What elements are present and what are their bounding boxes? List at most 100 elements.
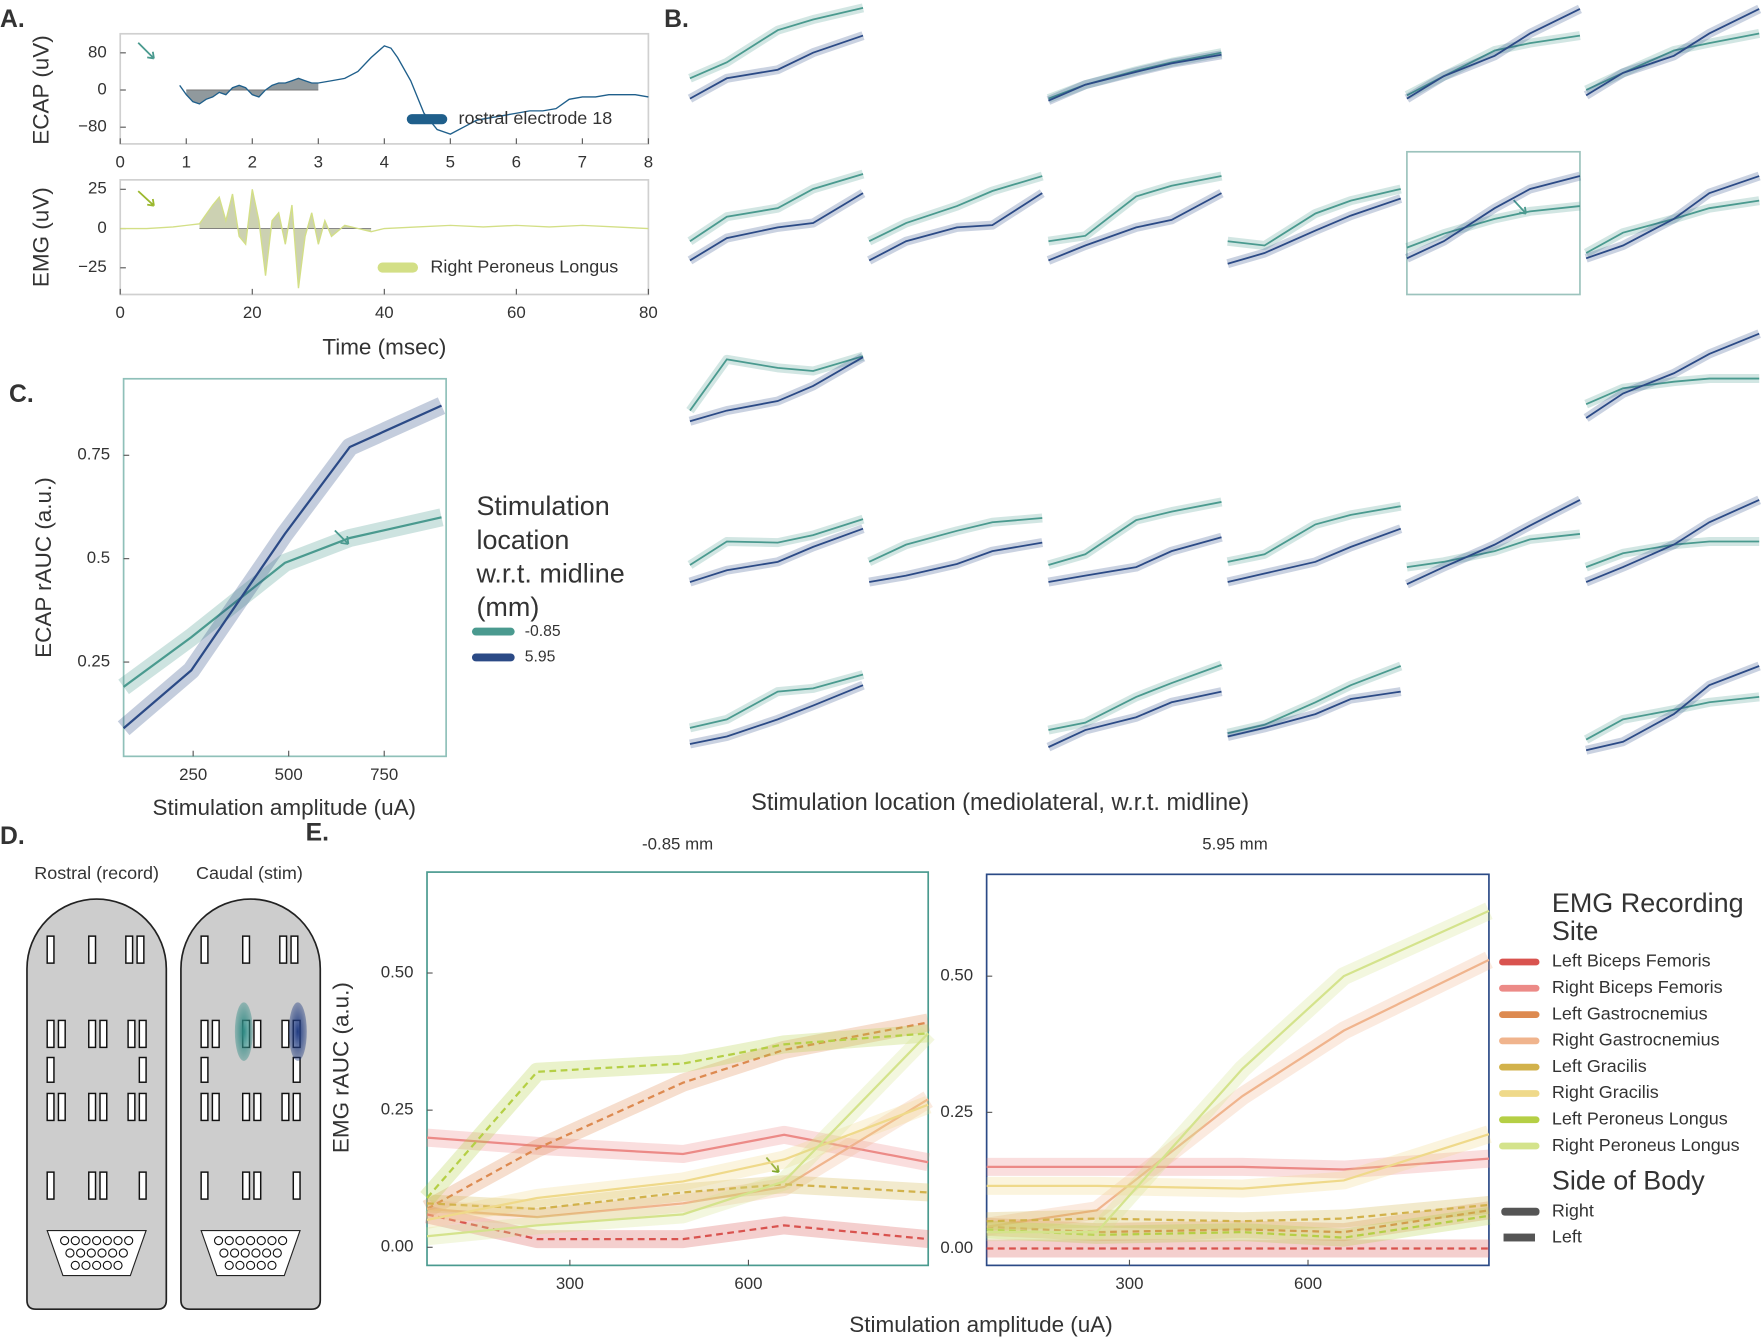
series-line [1585, 696, 1760, 741]
contact [92, 1236, 102, 1246]
arrow [334, 529, 350, 545]
series-line [1227, 188, 1401, 247]
electrode [88, 935, 97, 964]
y-tick-label: 0.50 [381, 962, 414, 981]
legend-swatch [1499, 1116, 1540, 1124]
arrow [765, 1156, 780, 1174]
electrode [211, 1019, 220, 1049]
series-line [120, 189, 649, 289]
electrode [279, 935, 288, 964]
legend-swatch [1501, 1207, 1540, 1216]
legend-title: w.r.t. midline [475, 559, 624, 589]
electrode [127, 1019, 136, 1049]
contact [108, 1248, 118, 1258]
series-line [689, 192, 864, 262]
electrode [127, 1092, 136, 1122]
y-tick-label: 0.5 [87, 548, 110, 567]
x-axis-label: Time (msec) [322, 334, 446, 359]
electrode [88, 1171, 97, 1200]
legend-label: rostral electrode 18 [458, 108, 612, 128]
electrode [46, 935, 55, 964]
chart-panel: 250 500 750 0.25 0.5 0.75 ECAP rAUC (a.u.) Stim… [31, 377, 625, 820]
series-line [426, 1032, 929, 1199]
arrow [137, 42, 155, 60]
electrode [200, 1171, 209, 1200]
x-tick-label: 40 [375, 303, 394, 322]
x-tick-label: 300 [1115, 1274, 1143, 1293]
electrode [241, 1171, 251, 1200]
series-line [426, 1133, 929, 1164]
y-axis-label: EMG (uV) [29, 187, 54, 287]
x-tick-label: 600 [1294, 1274, 1322, 1293]
series-line [1585, 8, 1760, 97]
series-line [689, 518, 864, 566]
series-line [426, 1103, 929, 1221]
contact [118, 1248, 128, 1258]
series-line [869, 541, 1043, 583]
paddle [26, 898, 168, 1311]
contact [256, 1260, 266, 1270]
x-tick-label: 5 [446, 152, 455, 171]
x-tick-label: 3 [314, 152, 323, 171]
chart-panel: 0 1 2 3 4 5 6 7 8 −80 0 80 ECAP (uV) rostral electrod… [29, 32, 653, 171]
x-tick-label: 600 [734, 1274, 762, 1293]
electrode [57, 1019, 66, 1049]
x-tick-label: 1 [182, 152, 191, 171]
contact [278, 1236, 288, 1246]
series-line [1048, 690, 1222, 748]
x-tick-label: 4 [380, 152, 389, 171]
legend-swatch [1499, 1142, 1540, 1150]
panel-label: A. [0, 6, 25, 33]
series-line [179, 45, 649, 135]
legend-title: (mm) [476, 592, 539, 622]
legend-label: Right Gracilis [1552, 1082, 1659, 1102]
contact [86, 1248, 96, 1258]
legend-title: EMG Recording [1552, 888, 1744, 918]
contact [97, 1248, 107, 1258]
x-tick-label: 0 [116, 303, 125, 322]
series-line [689, 34, 864, 100]
electrode [99, 1019, 108, 1049]
contact [76, 1248, 86, 1258]
y-tick-label: 80 [88, 42, 107, 61]
plot-frame [985, 873, 1490, 1267]
series-line [689, 527, 864, 583]
series-line [1048, 536, 1222, 583]
electrode [99, 1092, 108, 1122]
legend-label: Left [1552, 1226, 1582, 1246]
electrode [290, 935, 299, 964]
series-line [986, 1209, 1490, 1234]
electrode [138, 1092, 147, 1122]
legend-label: Right Gastrocnemius [1552, 1030, 1720, 1050]
y-axis-label: ECAP (uV) [29, 35, 54, 144]
contact [267, 1260, 277, 1270]
panel-label: D. [0, 823, 25, 850]
series-line [426, 1098, 929, 1219]
y-tick-label: 0.00 [940, 1238, 973, 1257]
series-line [1585, 32, 1760, 91]
legend-label: 5.95 [525, 649, 556, 666]
electrode [241, 1092, 251, 1122]
legend-swatch [1499, 1090, 1540, 1097]
series-line [1227, 665, 1402, 735]
legend-label: Left Biceps Femoris [1552, 951, 1711, 971]
electrode [46, 1171, 55, 1200]
y-tick-label: 25 [88, 179, 107, 198]
series-line [868, 192, 1043, 262]
plot-frame [426, 871, 930, 1267]
electrode [88, 1092, 97, 1122]
legend-swatch [1499, 1063, 1540, 1071]
contact [245, 1260, 256, 1270]
legend-title: Side of Body [1552, 1166, 1705, 1196]
x-tick-label: 750 [370, 765, 398, 784]
electrode [136, 935, 145, 964]
electrode [46, 1019, 55, 1049]
electrode [57, 1092, 66, 1122]
chart-panel: 300 600 0.00 0.25 0.50 EMG rAUC (a.u.) Stimula… [329, 835, 1744, 1337]
x-tick-label: 20 [243, 303, 262, 322]
contact [224, 1260, 234, 1270]
electrode [200, 1056, 209, 1083]
highlight-frame [1406, 150, 1581, 296]
x-tick-label: 0 [116, 152, 125, 171]
series-line [1227, 505, 1401, 563]
